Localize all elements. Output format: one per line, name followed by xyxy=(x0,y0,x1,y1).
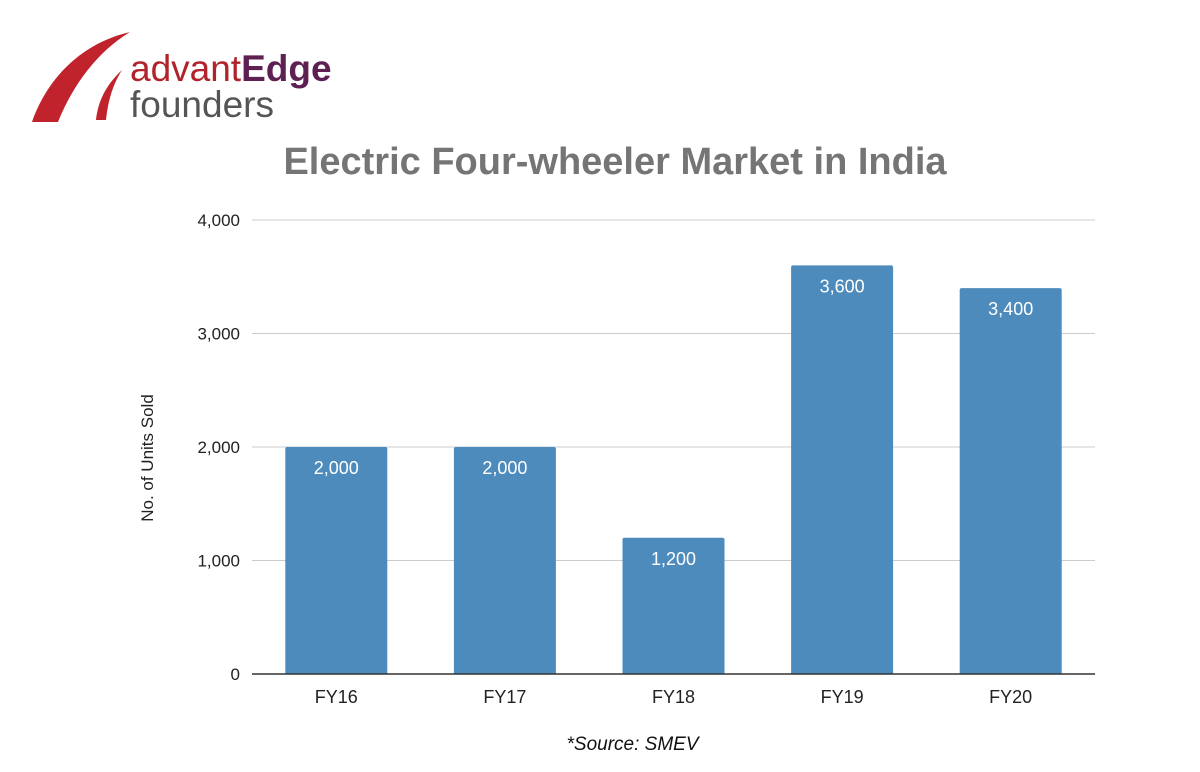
bar-data-label: 2,000 xyxy=(314,458,359,478)
bar xyxy=(285,447,388,674)
y-tick-label: 0 xyxy=(231,665,240,684)
logo-word-edge: Edge xyxy=(241,48,332,89)
bar-data-label: 1,200 xyxy=(651,549,696,569)
bar xyxy=(959,288,1062,674)
swoosh-icon xyxy=(32,32,130,122)
bar xyxy=(622,537,725,674)
bar-data-label: 3,400 xyxy=(988,299,1033,319)
bar-data-label: 3,600 xyxy=(820,276,865,296)
y-tick-label: 3,000 xyxy=(197,325,240,344)
logo-wordmark-top: advantEdge xyxy=(130,49,332,89)
x-tick-label: FY18 xyxy=(652,687,695,707)
x-tick-label: FY17 xyxy=(483,687,526,707)
x-tick-label: FY20 xyxy=(989,687,1032,707)
x-tick-label: FY19 xyxy=(821,687,864,707)
advantedge-founders-logo: advantEdge founders xyxy=(30,30,350,126)
chart-title: Electric Four-wheeler Market in India xyxy=(283,141,947,183)
y-tick-label: 2,000 xyxy=(197,438,240,457)
bar-data-label: 2,000 xyxy=(482,458,527,478)
logo-word-advant: advant xyxy=(130,48,242,89)
logo-wordmark-bottom: founders xyxy=(130,84,274,125)
x-tick-label: FY16 xyxy=(315,687,358,707)
bar xyxy=(791,265,894,674)
bar xyxy=(453,447,556,674)
source-note: *Source: SMEV xyxy=(566,734,699,755)
y-tick-label: 1,000 xyxy=(197,552,240,571)
y-tick-label: 4,000 xyxy=(197,211,240,230)
